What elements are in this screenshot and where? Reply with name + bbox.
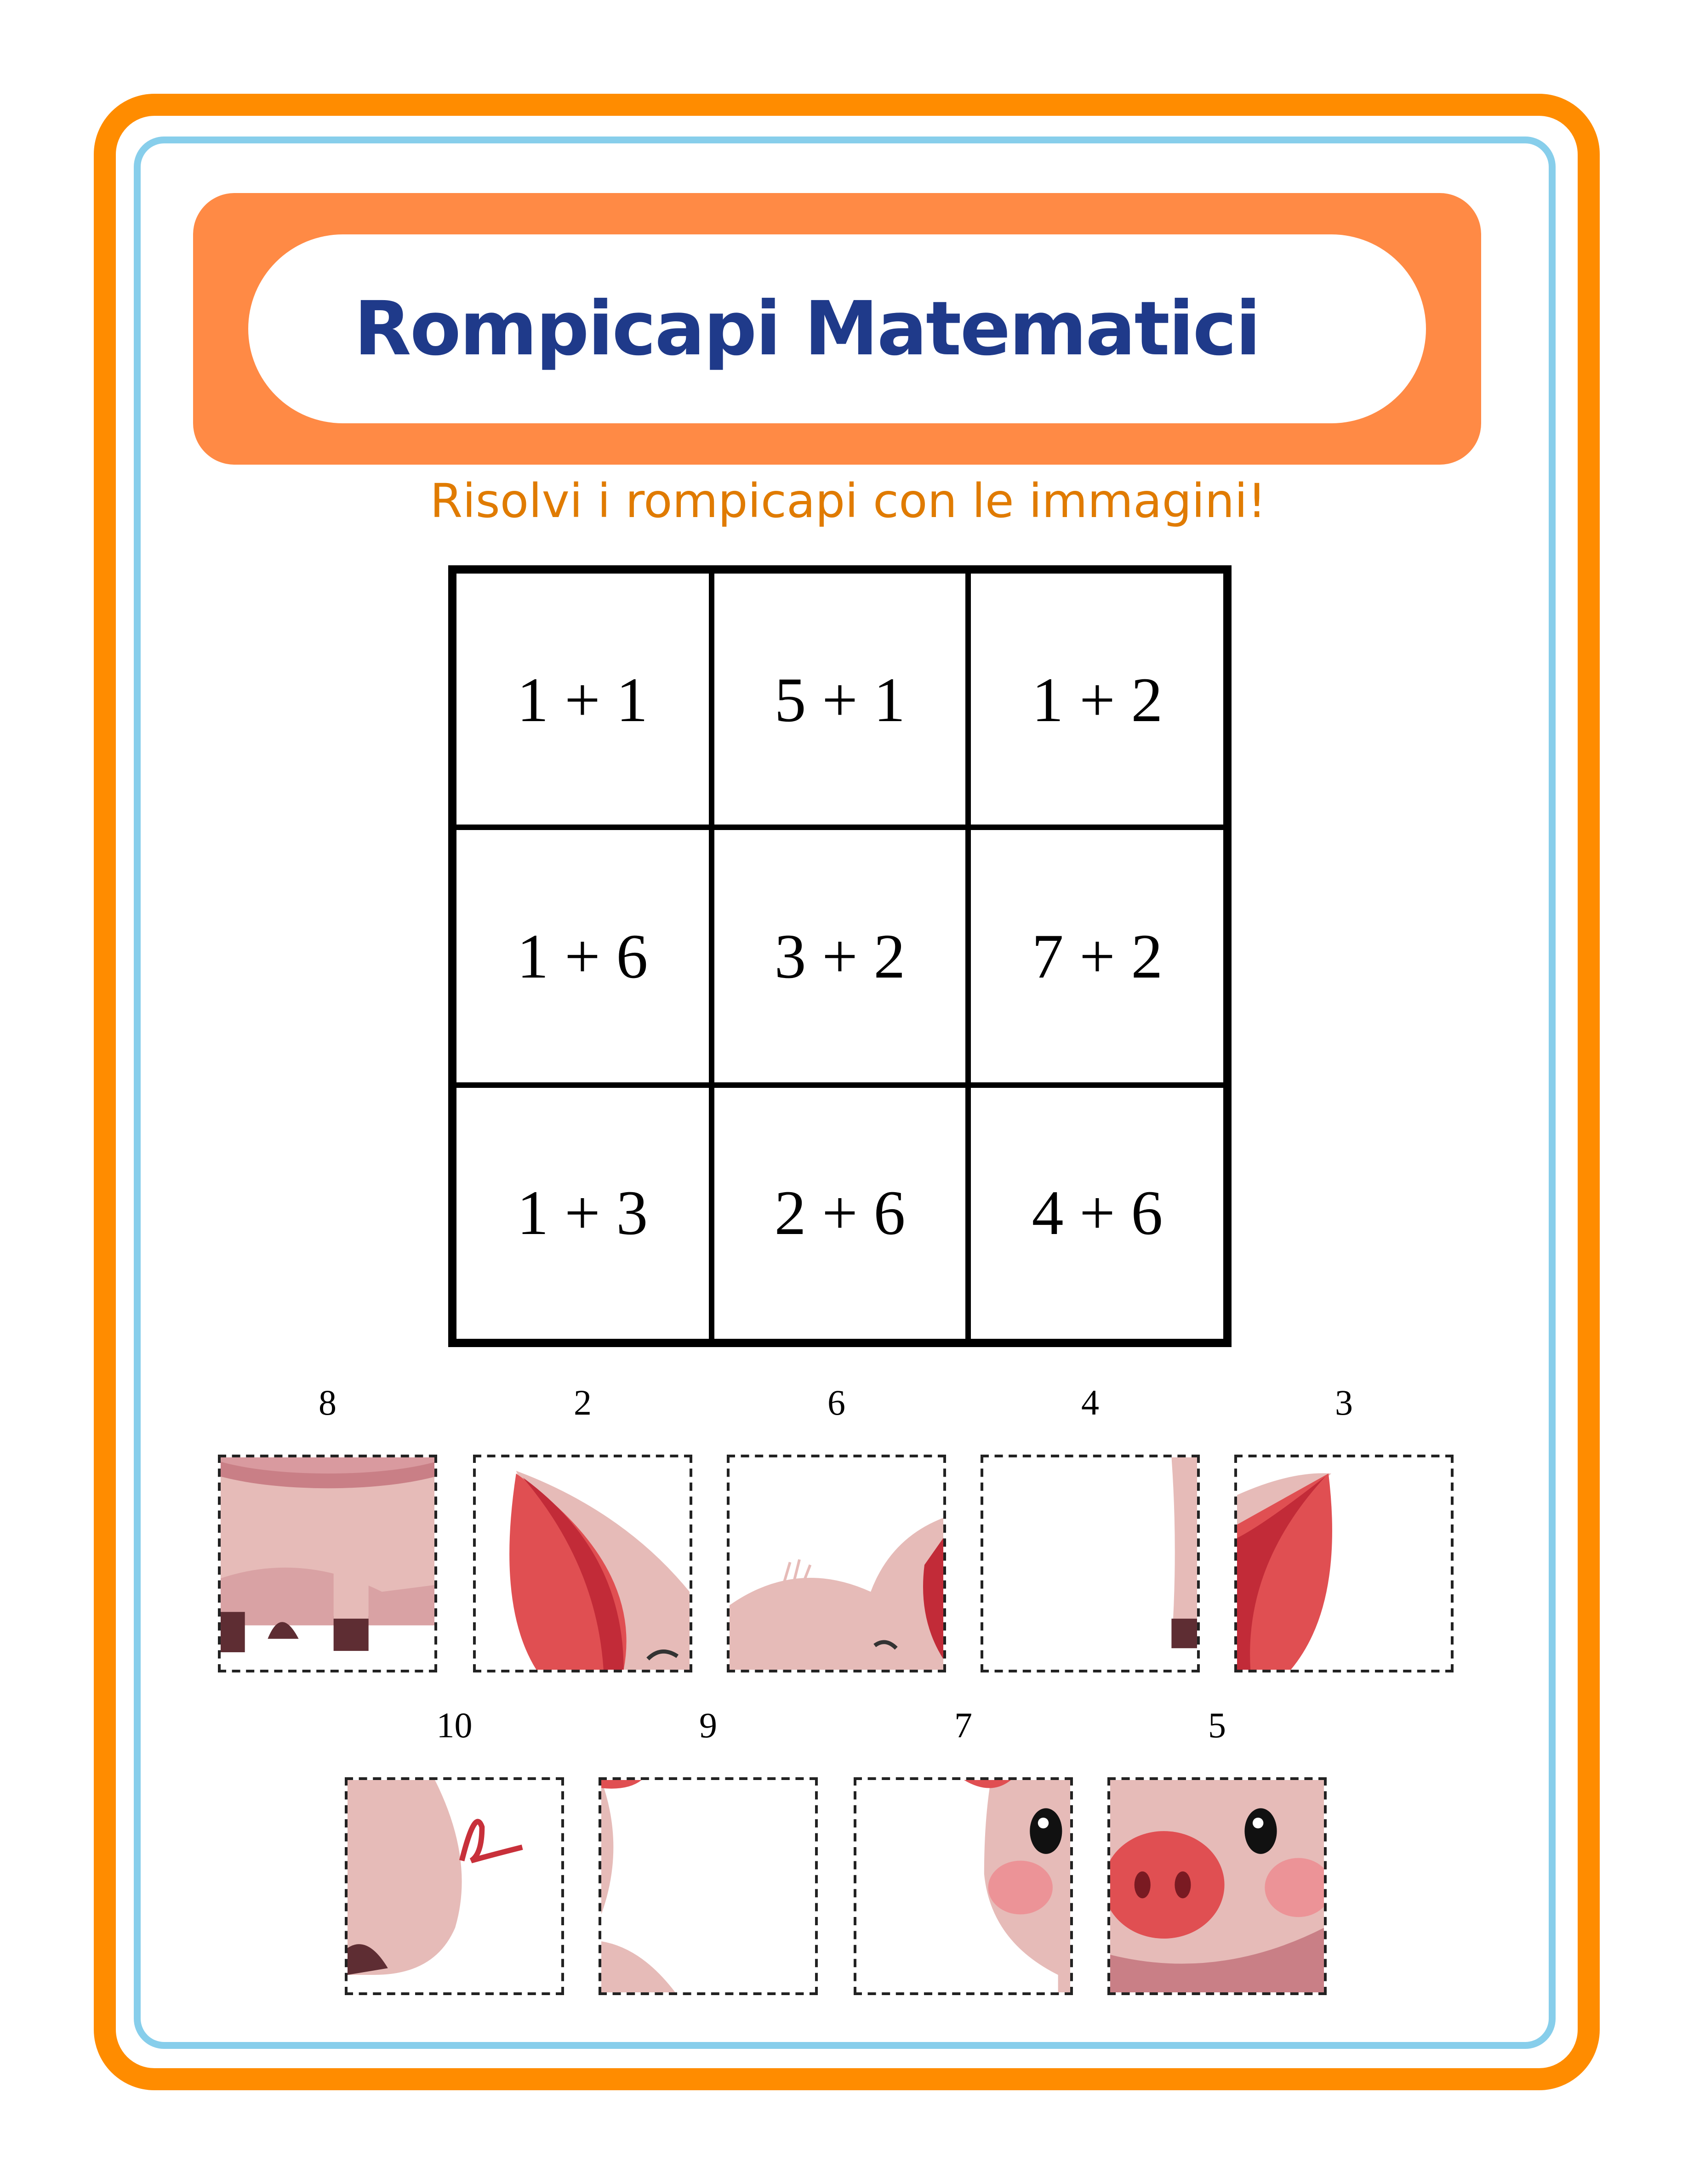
title-pill: [248, 234, 1426, 423]
piece-label: 2: [574, 1383, 592, 1423]
page-title: Rompicapi Matematici: [354, 285, 1261, 372]
grid-cell: 3 + 2: [711, 827, 969, 1085]
grid-cell: 5 + 1: [711, 571, 969, 828]
math-grid: 1 + 1 5 + 1 1 + 2 1 + 6 3 + 2 7 + 2 1 + …: [448, 565, 1232, 1347]
puzzle-piece[interactable]: 5: [1107, 1708, 1327, 1995]
grid-cell: 7 + 2: [968, 827, 1226, 1085]
grid-cell: 2 + 6: [711, 1084, 969, 1342]
inner-border: [134, 136, 1556, 2049]
grid-cell: 1 + 1: [454, 571, 711, 828]
piece-label: 7: [954, 1706, 972, 1746]
pig-left-ear-image: [473, 1455, 692, 1672]
puzzle-piece[interactable]: 2: [473, 1383, 692, 1672]
grid-cell: 4 + 6: [968, 1084, 1226, 1342]
pig-leg-edge-image: [981, 1455, 1200, 1672]
pig-eye-cheek-image: [854, 1777, 1073, 1995]
piece-label: 3: [1335, 1383, 1353, 1423]
grid-cell: 1 + 6: [454, 827, 711, 1085]
puzzle-piece[interactable]: 6: [727, 1383, 946, 1672]
puzzle-piece[interactable]: 8: [218, 1383, 437, 1672]
puzzle-piece[interactable]: 3: [1234, 1383, 1454, 1672]
puzzle-piece[interactable]: 4: [981, 1383, 1200, 1672]
pig-body-edge-image: [599, 1777, 818, 1995]
grid-cell: 1 + 2: [968, 571, 1226, 828]
pig-tail-image: [345, 1777, 564, 1995]
puzzle-piece[interactable]: 10: [345, 1708, 564, 1995]
pig-head-top-image: [727, 1455, 946, 1672]
grid-cell: 1 + 3: [454, 1084, 711, 1342]
piece-label: 10: [436, 1706, 473, 1746]
pig-snout-image: [1107, 1777, 1327, 1995]
outer-border: [94, 94, 1600, 2090]
piece-label: 4: [1081, 1383, 1099, 1423]
piece-label: 8: [319, 1383, 336, 1423]
piece-label: 9: [699, 1706, 717, 1746]
piece-label: 6: [827, 1383, 845, 1423]
piece-label: 5: [1208, 1706, 1226, 1746]
page-subtitle: Risolvi i rompicapi con le immagini!: [430, 474, 1266, 529]
puzzle-piece[interactable]: 7: [854, 1708, 1073, 1995]
pig-legs-image: [218, 1455, 437, 1672]
pig-right-ear-image: [1234, 1455, 1454, 1672]
puzzle-piece[interactable]: 9: [599, 1708, 818, 1995]
